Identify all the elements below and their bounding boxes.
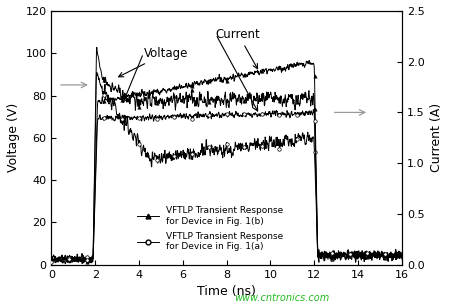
X-axis label: Time (ns): Time (ns)	[197, 285, 256, 298]
Text: www.cntronics.com: www.cntronics.com	[234, 293, 329, 303]
Legend: VFTLP Transient Response
for Device in Fig. 1(b), VFTLP Transient Response
for D: VFTLP Transient Response for Device in F…	[133, 203, 288, 255]
Y-axis label: Current (A): Current (A)	[430, 103, 443, 172]
Text: Current: Current	[216, 28, 261, 69]
Text: Voltage: Voltage	[119, 47, 188, 77]
Y-axis label: Voltage (V): Voltage (V)	[7, 103, 20, 172]
